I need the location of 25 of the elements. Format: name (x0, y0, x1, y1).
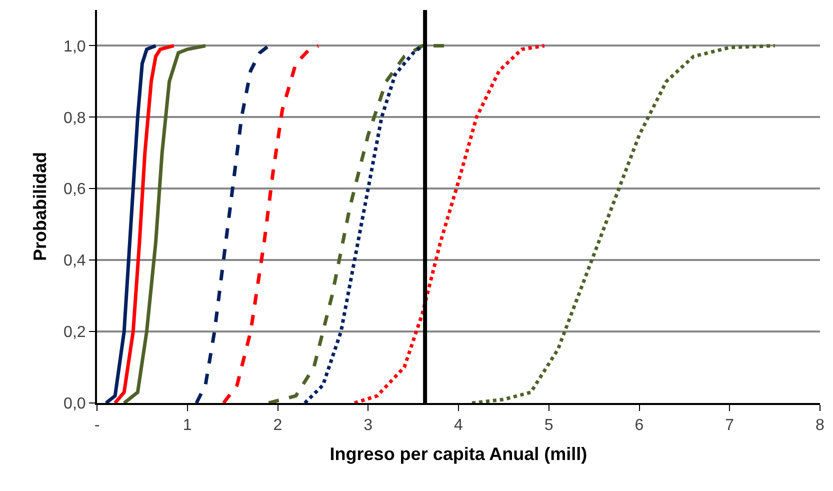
line-series (104, 44, 158, 403)
x-tick-label: 3 (364, 417, 373, 434)
x-tick-label: 2 (273, 417, 282, 434)
x-tick-label: 6 (634, 417, 644, 434)
line-series (222, 44, 320, 403)
line-series (122, 44, 208, 403)
x-tick-label: 5 (544, 417, 554, 434)
y-axis-title: Probabilidad (30, 152, 50, 262)
y-tick-label: 0,2 (64, 324, 86, 342)
y-tick-label: 0,0 (64, 396, 86, 413)
line-series (352, 44, 546, 403)
x-axis-title: Ingreso per capita Anual (mill) (330, 444, 588, 464)
line-series (470, 44, 777, 403)
y-tick-label: 1,0 (64, 38, 86, 56)
y-tick-label: 0,8 (64, 110, 86, 127)
line-series (266, 44, 447, 403)
x-tick-label: 8 (816, 417, 825, 434)
x-tick-label: 1 (182, 417, 192, 434)
line-series (194, 44, 270, 403)
line-series (113, 44, 176, 403)
x-tick-label: - (94, 417, 100, 434)
y-tick-label: 0,6 (64, 181, 86, 198)
x-tick-label: 7 (725, 417, 734, 434)
y-tick-label: 0,4 (64, 252, 86, 270)
x-tick-label: 4 (454, 417, 464, 434)
